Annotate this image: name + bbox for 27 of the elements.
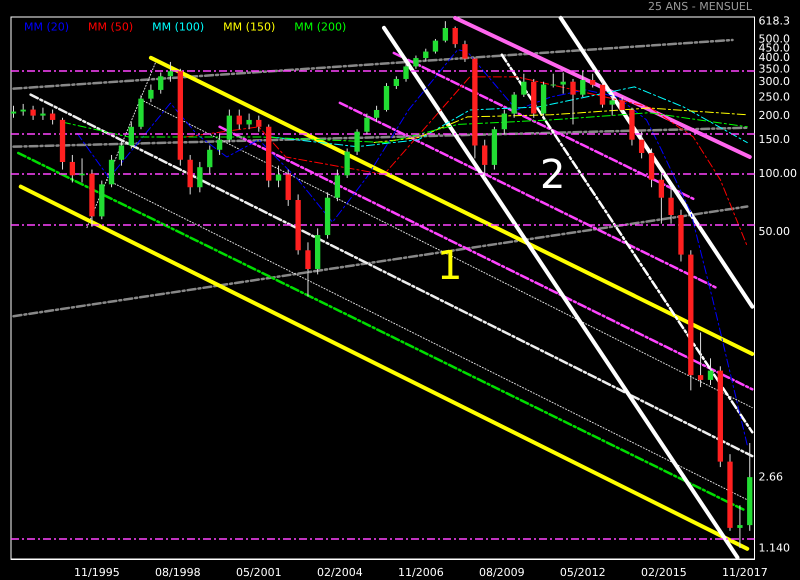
y-tick-label: 150.0 bbox=[758, 133, 790, 146]
x-tick-label: 05/2012 bbox=[560, 566, 606, 579]
x-tick-label: 02/2004 bbox=[317, 566, 363, 579]
x-tick-label: 05/2001 bbox=[236, 566, 282, 579]
text: MM (100) bbox=[152, 20, 204, 34]
x-tick-label: 11/1995 bbox=[74, 566, 120, 579]
text: MM (50) bbox=[88, 20, 134, 34]
y-tick-label: 100.00 bbox=[758, 167, 798, 180]
x-tick-label: 11/2006 bbox=[398, 566, 444, 579]
annotation: 1 bbox=[437, 243, 462, 289]
x-tick-label: 02/2015 bbox=[641, 566, 687, 579]
x-tick-label: 11/2017 bbox=[722, 566, 768, 579]
text: MM (20) bbox=[24, 20, 70, 34]
y-tick-label: 350.0 bbox=[758, 62, 790, 76]
y-tick-label: 400.0 bbox=[758, 51, 790, 64]
y-tick-label: 2.66 bbox=[758, 470, 784, 484]
y-tick-label: 50.00 bbox=[758, 225, 790, 238]
y-tick-label: 250.0 bbox=[758, 90, 790, 104]
chart-subtitle: 25 ANS - MENSUEL bbox=[648, 0, 753, 13]
y-tick-label: 1.140 bbox=[758, 542, 790, 555]
text: MM (200) bbox=[294, 20, 346, 34]
x-tick-label: 08/1998 bbox=[154, 566, 201, 579]
text: MM (150) bbox=[223, 20, 276, 34]
y-tick-label: 200.0 bbox=[758, 109, 790, 122]
x-tick-label: 08/2009 bbox=[478, 566, 525, 579]
y-tick-label: 300.0 bbox=[758, 75, 790, 88]
y-tick-label: 618.3 bbox=[758, 14, 790, 28]
